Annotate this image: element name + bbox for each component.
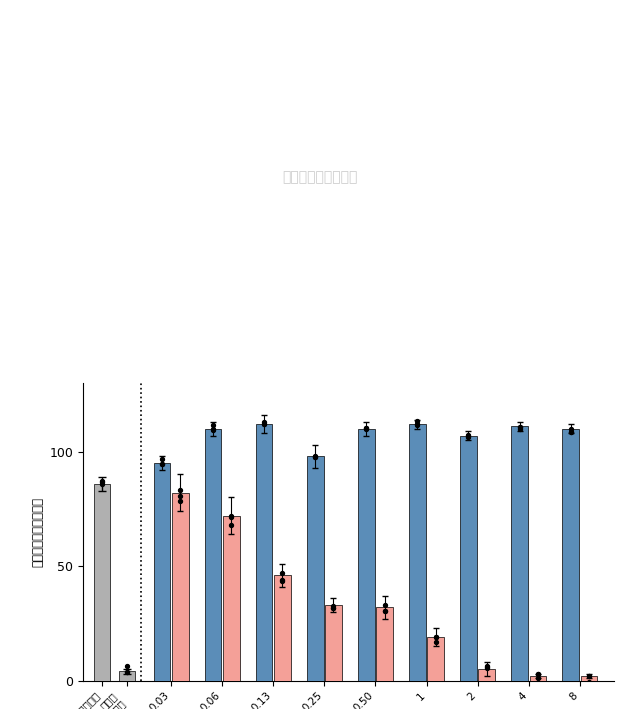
Point [277,574,287,585]
Point [310,452,321,463]
Point [532,672,543,683]
Point [208,419,218,430]
Point [431,631,441,642]
Point [208,424,218,435]
Bar [511,426,527,681]
Bar [154,463,170,681]
Point [412,418,422,430]
Point [515,423,525,435]
Point [328,602,339,613]
Point [565,423,575,434]
Point [259,418,269,430]
Point [362,423,372,435]
Point [175,491,186,502]
Point [122,666,132,678]
Text: （上部図は模式図）: （上部図は模式図） [282,170,358,184]
Point [227,511,237,523]
Point [227,510,237,521]
Point [328,602,339,613]
Point [362,423,372,434]
Point [532,669,543,680]
Point [380,605,390,617]
Point [431,636,441,647]
Point [584,671,594,682]
Y-axis label: がん細胞の増殖（％）: がん細胞の増殖（％） [31,497,44,566]
Point [565,426,575,437]
Point [310,451,321,462]
Point [157,459,168,470]
Point [515,422,525,433]
Point [463,429,474,440]
Bar [325,605,342,681]
Point [380,600,390,611]
Bar [529,676,546,681]
Point [97,476,107,488]
Bar [93,484,110,681]
Point [328,600,339,611]
Bar [358,429,374,681]
Point [97,479,107,490]
Bar [563,429,579,681]
Point [157,454,168,465]
Point [277,567,287,579]
Point [175,495,186,506]
Point [481,661,492,673]
Point [532,669,543,680]
Point [463,430,474,441]
Point [584,670,594,681]
Bar [460,435,477,681]
Point [481,660,492,671]
Point [227,519,237,530]
Point [431,632,441,643]
Bar [376,608,393,681]
Point [380,605,390,616]
Bar [307,456,323,681]
Point [259,419,269,430]
Point [208,424,218,435]
Point [412,415,422,427]
Point [277,576,287,587]
Point [463,431,474,442]
Point [122,666,132,678]
Bar [119,671,136,681]
Point [157,459,168,470]
Point [97,476,107,487]
Bar [256,424,273,681]
Bar [580,676,596,681]
Bar [223,515,239,681]
Point [565,426,575,437]
Bar [428,637,444,681]
Bar [410,424,426,681]
Bar [275,575,291,681]
Bar [479,669,495,681]
Point [515,422,525,433]
Bar [205,429,221,681]
Point [175,484,186,496]
Point [584,676,594,688]
Point [310,450,321,462]
Point [362,423,372,434]
Point [481,663,492,674]
Point [412,419,422,430]
Bar [172,493,189,681]
Point [122,661,132,672]
Point [259,416,269,428]
